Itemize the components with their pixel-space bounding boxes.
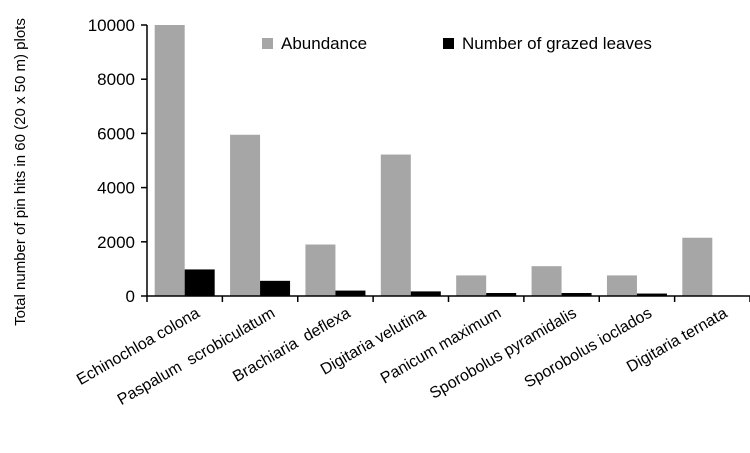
bar-abundance — [531, 266, 562, 296]
y-ticks: 0 2000 4000 6000 8000 10000 — [88, 16, 147, 306]
y-tick-label: 10000 — [88, 16, 135, 35]
y-tick-label: 2000 — [97, 233, 135, 252]
bar-abundance — [380, 154, 411, 296]
legend-swatch-abundance — [262, 38, 273, 49]
bar-grazed-leaves — [184, 269, 215, 296]
legend-label-grazed-leaves: Number of grazed leaves — [462, 34, 652, 53]
bar-abundance — [682, 237, 713, 296]
bar-grazed-leaves — [260, 280, 291, 296]
y-tick-label: 8000 — [97, 70, 135, 89]
bar-abundance — [606, 275, 637, 296]
y-tick-label: 6000 — [97, 124, 135, 143]
x-category-label: Sporobolus ioclados — [522, 305, 655, 392]
bar-abundance — [154, 25, 185, 296]
bar-abundance — [230, 134, 261, 296]
x-category-label: Panicum maximum — [378, 305, 504, 388]
bar-grazed-leaves — [410, 291, 441, 296]
legend: Abundance Number of grazed leaves — [262, 34, 652, 53]
legend-swatch-grazed-leaves — [443, 38, 454, 49]
y-tick-label: 0 — [126, 287, 135, 306]
bar-grazed-leaves — [636, 293, 667, 296]
x-ticks — [146, 296, 750, 302]
bar-grazed-leaves — [486, 293, 517, 296]
bar-grazed-leaves — [561, 293, 592, 296]
bar-abundance — [456, 275, 487, 296]
legend-label-abundance: Abundance — [281, 34, 367, 53]
y-axis-title: Total number of pin hits in 60 (20 x 50 … — [12, 18, 29, 326]
bar-grazed-leaves — [335, 290, 366, 296]
bar-abundance — [305, 244, 336, 296]
bars-layer — [154, 25, 743, 296]
y-tick-label: 4000 — [97, 179, 135, 198]
x-category-label: Echinochloa colona — [74, 305, 203, 389]
